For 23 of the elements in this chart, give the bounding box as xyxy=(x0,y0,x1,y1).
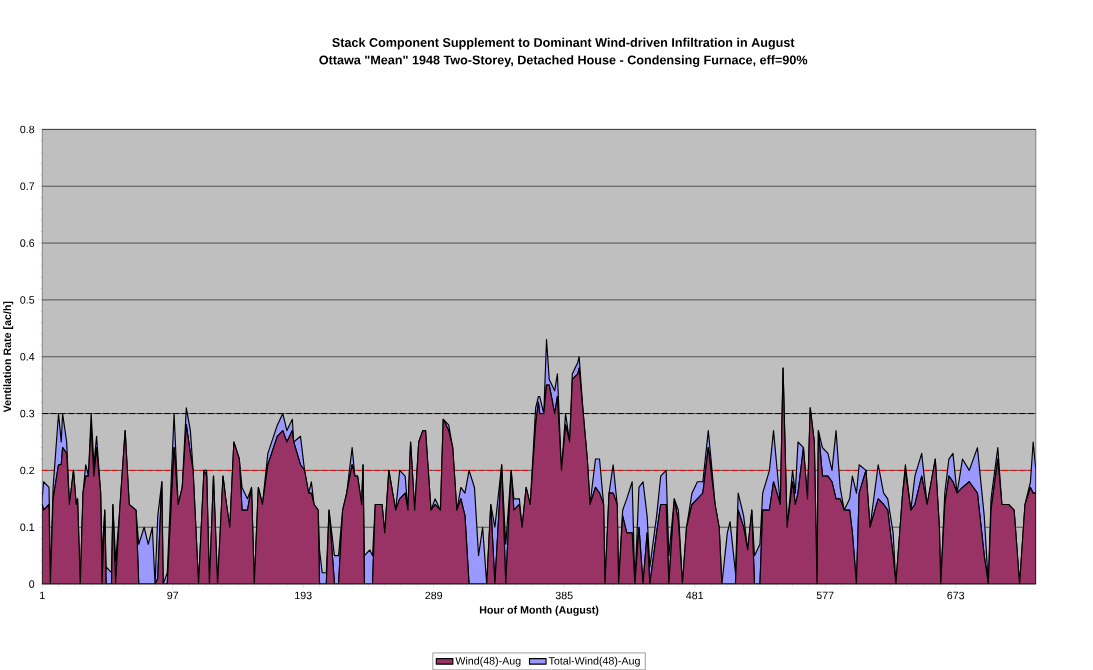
y-tick-label: 0.4 xyxy=(20,352,35,361)
x-tick-label: 577 xyxy=(816,591,834,600)
y-tick-label: 0.1 xyxy=(20,523,35,531)
x-tick-label: 193 xyxy=(295,591,312,600)
chart-subtitle: Ottawa "Mean" 1948 Two-Storey, Detached House - Condensing Furnace, eff=90% xyxy=(319,55,808,67)
x-tick-label: 289 xyxy=(425,591,443,600)
y-tick-label: 0 xyxy=(29,580,35,588)
y-axis-title: Ventilation Rate [ac/h] xyxy=(3,301,14,413)
legend-label: Wind(48)-Aug xyxy=(455,656,521,667)
x-axis-title: Hour of Month (August) xyxy=(479,605,599,616)
y-tick-label: 0.5 xyxy=(20,296,35,304)
x-tick-label: 97 xyxy=(167,591,179,600)
x-tick-label: 673 xyxy=(947,591,965,600)
x-tick-label: 481 xyxy=(686,591,704,600)
x-tick-label: 1 xyxy=(40,591,45,599)
legend-label: Total-Wind(48)-Aug xyxy=(548,656,640,667)
y-tick-label: 0.8 xyxy=(20,125,35,134)
y-tick-label: 0.2 xyxy=(20,466,35,475)
y-tick-label: 0.7 xyxy=(20,182,35,190)
y-tick-label: 0.3 xyxy=(20,409,35,418)
x-tick-label: 385 xyxy=(555,591,573,600)
chart-title: Stack Component Supplement to Dominant Wind-driven Infiltration in August xyxy=(332,37,795,50)
y-tick-label: 0.6 xyxy=(20,239,35,247)
